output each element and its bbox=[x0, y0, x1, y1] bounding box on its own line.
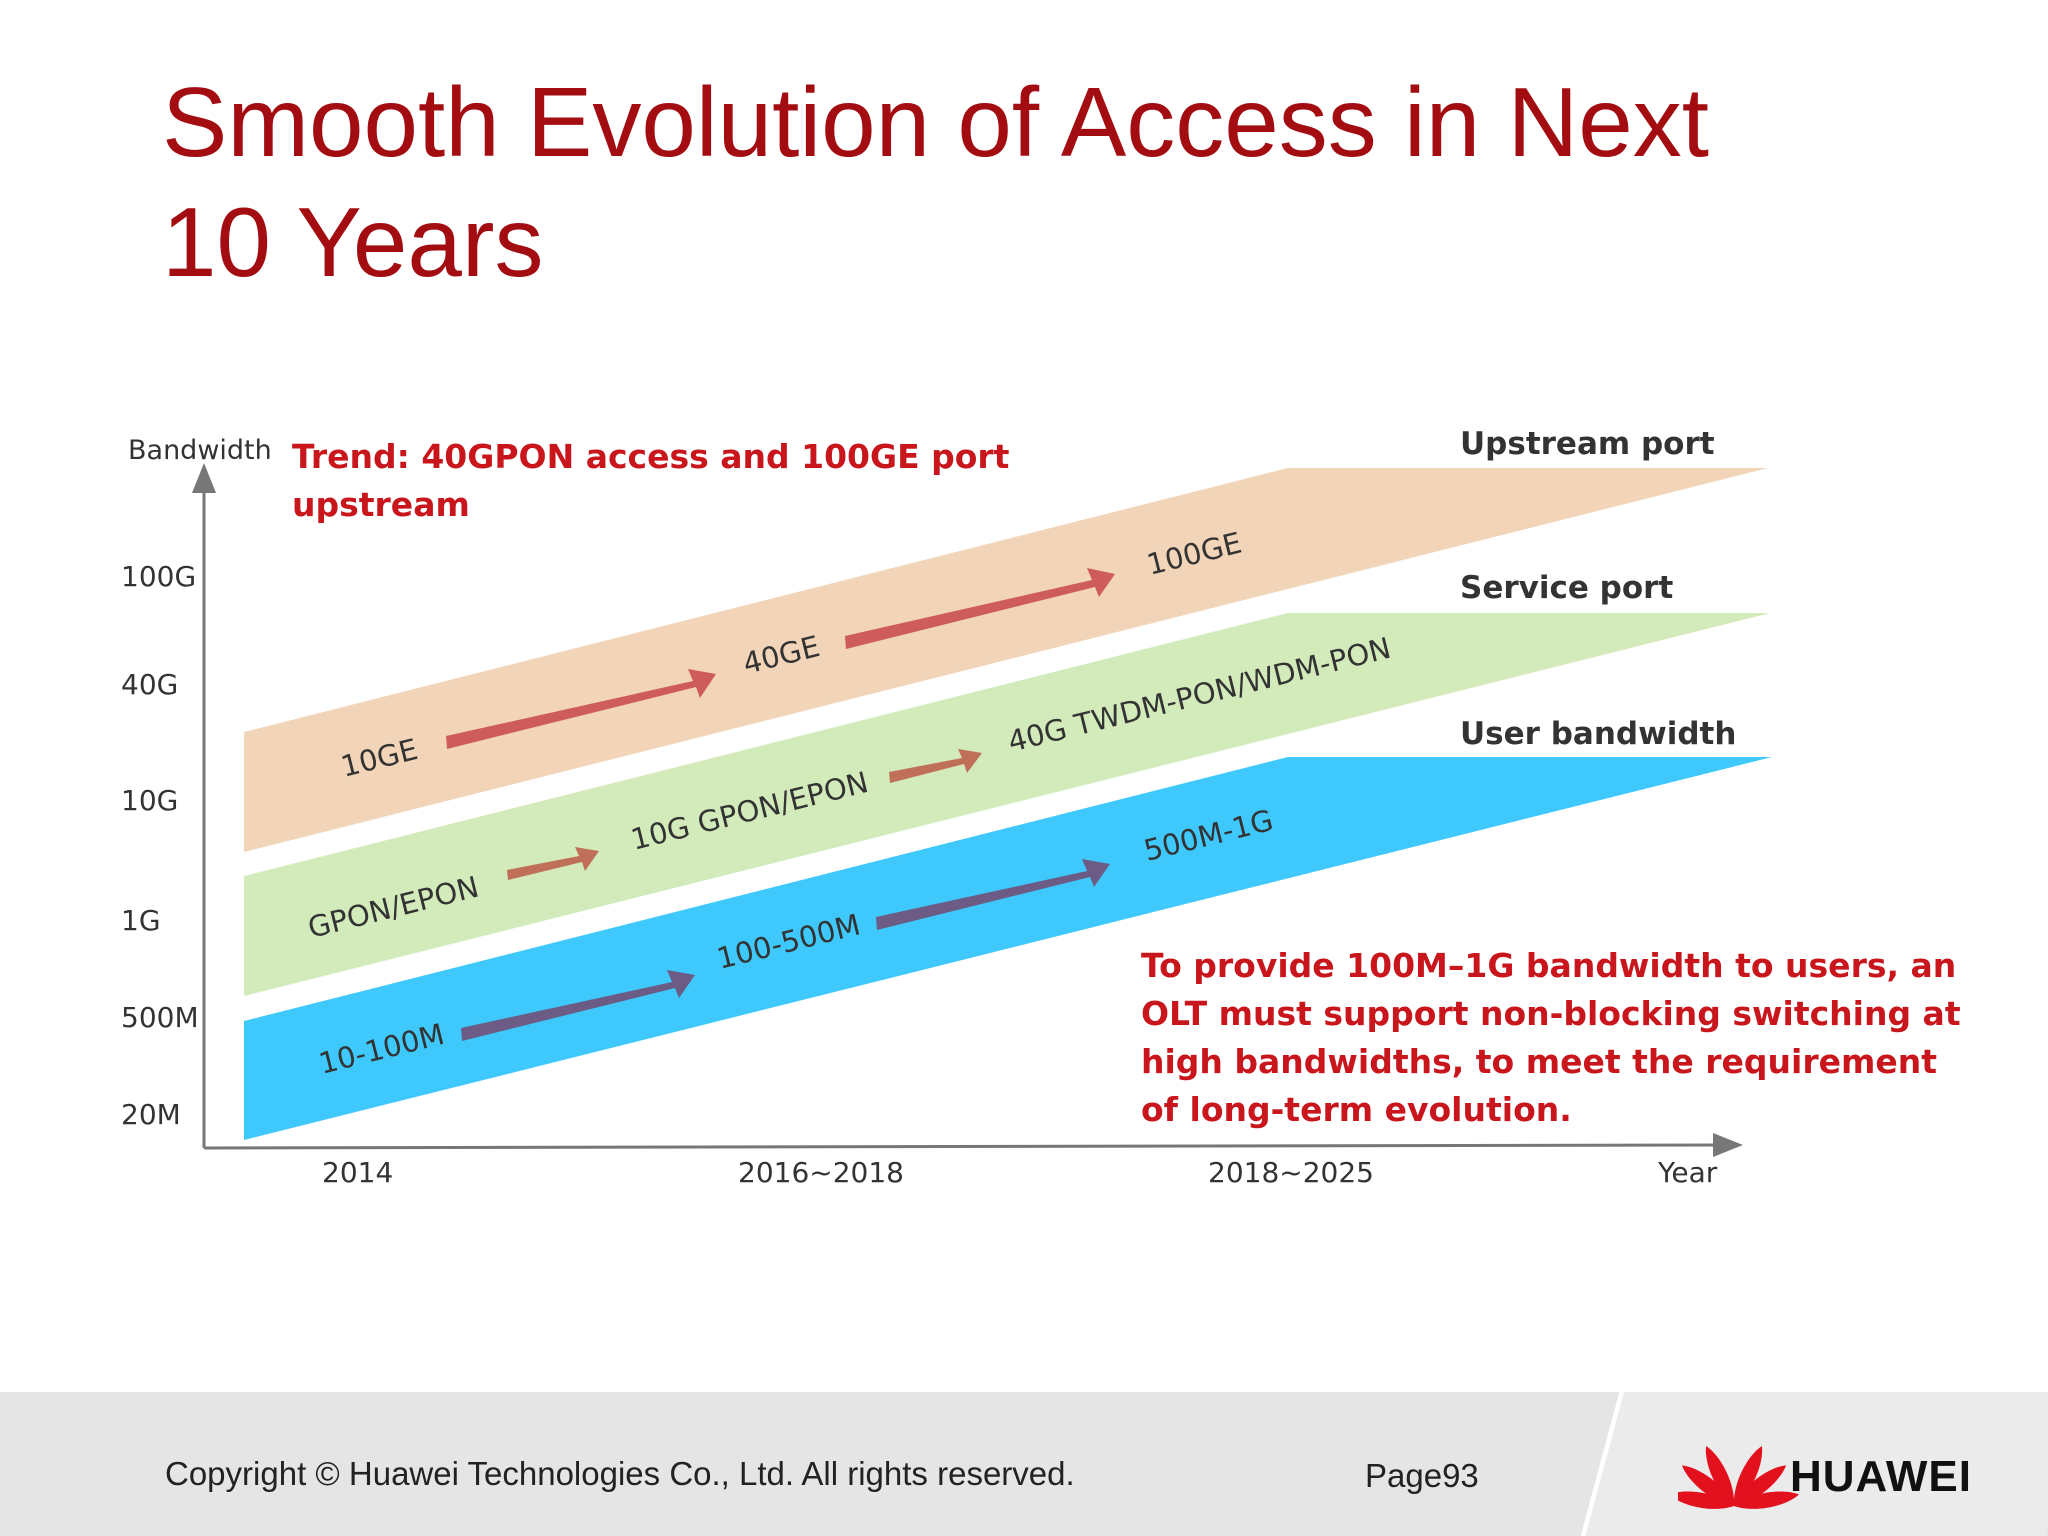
y-tick-label: 100G bbox=[121, 560, 196, 593]
slide-title: Smooth Evolution of Access in Next 10 Ye… bbox=[162, 62, 1862, 302]
logo-petal bbox=[1705, 1446, 1735, 1506]
note-line: OLT must support non-blocking switching … bbox=[1141, 994, 1961, 1033]
y-tick-label: 500M bbox=[121, 1001, 199, 1034]
progression-arrow bbox=[461, 970, 695, 1041]
copyright-text: Copyright © Huawei Technologies Co., Ltd… bbox=[165, 1455, 1075, 1492]
slide-title-line-1: Smooth Evolution of Access in Next bbox=[162, 67, 1709, 177]
slide-title-line-2: 10 Years bbox=[162, 187, 544, 297]
progression-arrow bbox=[507, 847, 599, 880]
brand-wordmark: HUAWEI bbox=[1790, 1452, 1972, 1501]
x-tick-label: 2014 bbox=[322, 1156, 393, 1189]
logo-petal bbox=[1734, 1465, 1787, 1506]
y-tick-label: 1G bbox=[121, 904, 161, 937]
logo-petal bbox=[1681, 1465, 1734, 1506]
huawei-logo-icon bbox=[1678, 1446, 1799, 1509]
progression-arrow bbox=[876, 859, 1110, 930]
progression-arrow bbox=[446, 669, 716, 749]
page-number: Page93 bbox=[1365, 1457, 1479, 1494]
y-tick-label: 20M bbox=[121, 1098, 181, 1131]
band-upstream-port bbox=[244, 468, 1768, 852]
logo-petal bbox=[1734, 1491, 1799, 1509]
note-line: To provide 100M–1G bandwidth to users, a… bbox=[1141, 946, 1956, 985]
x-axis bbox=[203, 1133, 1743, 1158]
logo-petal bbox=[1678, 1491, 1734, 1509]
x-tick-label: 2018~2025 bbox=[1208, 1156, 1374, 1189]
trend-line-2: upstream bbox=[292, 485, 470, 524]
y-tick-label: 10G bbox=[121, 784, 178, 817]
band-user-bandwidth bbox=[244, 757, 1772, 1140]
note-line: of long-term evolution. bbox=[1141, 1090, 1572, 1129]
requirement-note: To provide 100M–1G bandwidth to users, a… bbox=[1141, 946, 1972, 1129]
y-tick-label: 40G bbox=[121, 668, 178, 701]
progression-arrow bbox=[845, 568, 1115, 649]
x-axis-label: Year bbox=[1657, 1156, 1718, 1189]
footer-bar bbox=[0, 1392, 2048, 1536]
y-axis-label: Bandwidth bbox=[128, 435, 272, 466]
x-tick-label: 2016~2018 bbox=[738, 1156, 904, 1189]
band-name-user-bandwidth: User bandwidth bbox=[1460, 716, 1736, 752]
logo-petal bbox=[1733, 1446, 1763, 1506]
trend-text: Trend: 40GPON access and 100GE port upst… bbox=[292, 437, 1021, 524]
band-name-upstream-port: Upstream port bbox=[1460, 426, 1715, 462]
trend-line-1: Trend: 40GPON access and 100GE port bbox=[292, 437, 1010, 476]
band-service-port bbox=[244, 613, 1770, 996]
note-line: high bandwidths, to meet the requirement bbox=[1141, 1042, 1937, 1081]
progression-arrow bbox=[889, 749, 982, 783]
band-name-service-port: Service port bbox=[1460, 570, 1673, 606]
bandwidth-evolution-diagram: Bandwidth Year 100G 40G 10G 1G 500M 20M … bbox=[121, 426, 1972, 1189]
